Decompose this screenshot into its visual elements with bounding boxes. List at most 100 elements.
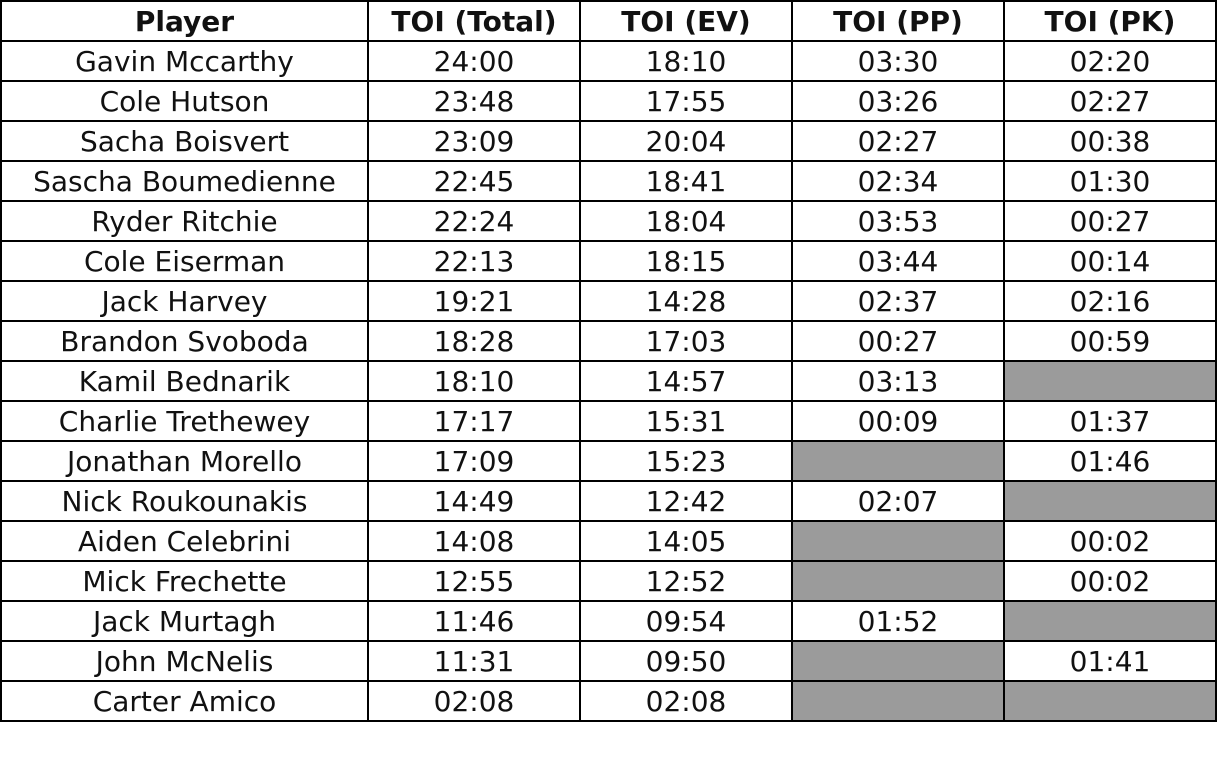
player-cell: Ryder Ritchie bbox=[0, 200, 369, 242]
empty-cell bbox=[791, 440, 1005, 482]
time-cell: 02:34 bbox=[791, 160, 1005, 202]
player-cell: Nick Roukounakis bbox=[0, 480, 369, 522]
player-cell: Cole Hutson bbox=[0, 80, 369, 122]
table-row: Jack Harvey 19:21 14:28 02:37 02:16 bbox=[0, 280, 1217, 322]
time-cell: 11:46 bbox=[367, 600, 581, 642]
table-row: Sascha Boumedienne 22:45 18:41 02:34 01:30 bbox=[0, 160, 1217, 202]
time-cell: 18:41 bbox=[579, 160, 793, 202]
time-cell: 24:00 bbox=[367, 40, 581, 82]
time-cell: 00:59 bbox=[1003, 320, 1217, 362]
table-row: Cole Hutson 23:48 17:55 03:26 02:27 bbox=[0, 80, 1217, 122]
time-cell: 18:28 bbox=[367, 320, 581, 362]
empty-cell bbox=[1003, 480, 1217, 522]
time-cell: 14:57 bbox=[579, 360, 793, 402]
time-cell: 15:23 bbox=[579, 440, 793, 482]
table-row: Jonathan Morello 17:09 15:23 01:46 bbox=[0, 440, 1217, 482]
time-cell: 01:37 bbox=[1003, 400, 1217, 442]
time-cell: 18:04 bbox=[579, 200, 793, 242]
time-cell: 00:09 bbox=[791, 400, 1005, 442]
time-cell: 17:03 bbox=[579, 320, 793, 362]
time-cell: 17:09 bbox=[367, 440, 581, 482]
empty-cell bbox=[1003, 600, 1217, 642]
player-cell: Jonathan Morello bbox=[0, 440, 369, 482]
header-cell: TOI (PP) bbox=[791, 0, 1005, 42]
empty-cell bbox=[791, 640, 1005, 682]
player-cell: Carter Amico bbox=[0, 680, 369, 722]
table-row: Cole Eiserman 22:13 18:15 03:44 00:14 bbox=[0, 240, 1217, 282]
time-cell: 23:48 bbox=[367, 80, 581, 122]
time-cell: 17:55 bbox=[579, 80, 793, 122]
header-cell: TOI (EV) bbox=[579, 0, 793, 42]
time-cell: 22:24 bbox=[367, 200, 581, 242]
time-cell: 18:15 bbox=[579, 240, 793, 282]
player-cell: Sacha Boisvert bbox=[0, 120, 369, 162]
time-cell: 00:02 bbox=[1003, 520, 1217, 562]
time-cell: 01:41 bbox=[1003, 640, 1217, 682]
time-cell: 02:08 bbox=[367, 680, 581, 722]
header-cell: TOI (Total) bbox=[367, 0, 581, 42]
table-row: Gavin Mccarthy 24:00 18:10 03:30 02:20 bbox=[0, 40, 1217, 82]
header-row: Player TOI (Total) TOI (EV) TOI (PP) TOI (PK… bbox=[0, 0, 1217, 42]
table-row: Brandon Svoboda 18:28 17:03 00:27 00:59 bbox=[0, 320, 1217, 362]
time-cell: 14:49 bbox=[367, 480, 581, 522]
header-cell: TOI (PK) bbox=[1003, 0, 1217, 42]
time-cell: 03:30 bbox=[791, 40, 1005, 82]
player-cell: Charlie Trethewey bbox=[0, 400, 369, 442]
time-cell: 03:26 bbox=[791, 80, 1005, 122]
table-row: Nick Roukounakis 14:49 12:42 02:07 bbox=[0, 480, 1217, 522]
player-cell: Mick Frechette bbox=[0, 560, 369, 602]
time-cell: 12:55 bbox=[367, 560, 581, 602]
table-row: Aiden Celebrini 14:08 14:05 00:02 bbox=[0, 520, 1217, 562]
time-cell: 12:52 bbox=[579, 560, 793, 602]
time-cell: 02:27 bbox=[1003, 80, 1217, 122]
player-cell: Cole Eiserman bbox=[0, 240, 369, 282]
empty-cell bbox=[791, 680, 1005, 722]
player-cell: Sascha Boumedienne bbox=[0, 160, 369, 202]
table-row: Sacha Boisvert 23:09 20:04 02:27 00:38 bbox=[0, 120, 1217, 162]
time-cell: 22:13 bbox=[367, 240, 581, 282]
time-cell: 02:20 bbox=[1003, 40, 1217, 82]
time-cell: 00:14 bbox=[1003, 240, 1217, 282]
time-cell: 14:08 bbox=[367, 520, 581, 562]
empty-cell bbox=[791, 560, 1005, 602]
time-cell: 14:05 bbox=[579, 520, 793, 562]
time-cell: 02:08 bbox=[579, 680, 793, 722]
time-cell: 03:44 bbox=[791, 240, 1005, 282]
time-cell: 18:10 bbox=[367, 360, 581, 402]
time-cell: 00:02 bbox=[1003, 560, 1217, 602]
player-cell: Jack Harvey bbox=[0, 280, 369, 322]
time-cell: 18:10 bbox=[579, 40, 793, 82]
table-row: Charlie Trethewey 17:17 15:31 00:09 01:37 bbox=[0, 400, 1217, 442]
player-cell: Jack Murtagh bbox=[0, 600, 369, 642]
time-cell: 01:30 bbox=[1003, 160, 1217, 202]
table-row: Jack Murtagh 11:46 09:54 01:52 bbox=[0, 600, 1217, 642]
empty-cell bbox=[791, 520, 1005, 562]
time-cell: 02:27 bbox=[791, 120, 1005, 162]
time-cell: 17:17 bbox=[367, 400, 581, 442]
time-cell: 02:16 bbox=[1003, 280, 1217, 322]
time-cell: 22:45 bbox=[367, 160, 581, 202]
time-cell: 03:13 bbox=[791, 360, 1005, 402]
time-cell: 19:21 bbox=[367, 280, 581, 322]
table-body: Gavin Mccarthy 24:00 18:10 03:30 02:20 Cole H… bbox=[0, 40, 1217, 722]
toi-table: Player TOI (Total) TOI (EV) TOI (PP) TOI (PK… bbox=[0, 0, 1217, 722]
time-cell: 03:53 bbox=[791, 200, 1005, 242]
time-cell: 15:31 bbox=[579, 400, 793, 442]
player-cell: Kamil Bednarik bbox=[0, 360, 369, 402]
time-cell: 01:52 bbox=[791, 600, 1005, 642]
time-cell: 20:04 bbox=[579, 120, 793, 162]
time-cell: 23:09 bbox=[367, 120, 581, 162]
table-row: Kamil Bednarik 18:10 14:57 03:13 bbox=[0, 360, 1217, 402]
player-cell: Gavin Mccarthy bbox=[0, 40, 369, 82]
player-cell: Aiden Celebrini bbox=[0, 520, 369, 562]
header-cell: Player bbox=[0, 0, 369, 42]
player-cell: John McNelis bbox=[0, 640, 369, 682]
time-cell: 09:50 bbox=[579, 640, 793, 682]
time-cell: 14:28 bbox=[579, 280, 793, 322]
time-cell: 02:07 bbox=[791, 480, 1005, 522]
time-cell: 12:42 bbox=[579, 480, 793, 522]
player-cell: Brandon Svoboda bbox=[0, 320, 369, 362]
table-row: Ryder Ritchie 22:24 18:04 03:53 00:27 bbox=[0, 200, 1217, 242]
time-cell: 00:27 bbox=[791, 320, 1005, 362]
